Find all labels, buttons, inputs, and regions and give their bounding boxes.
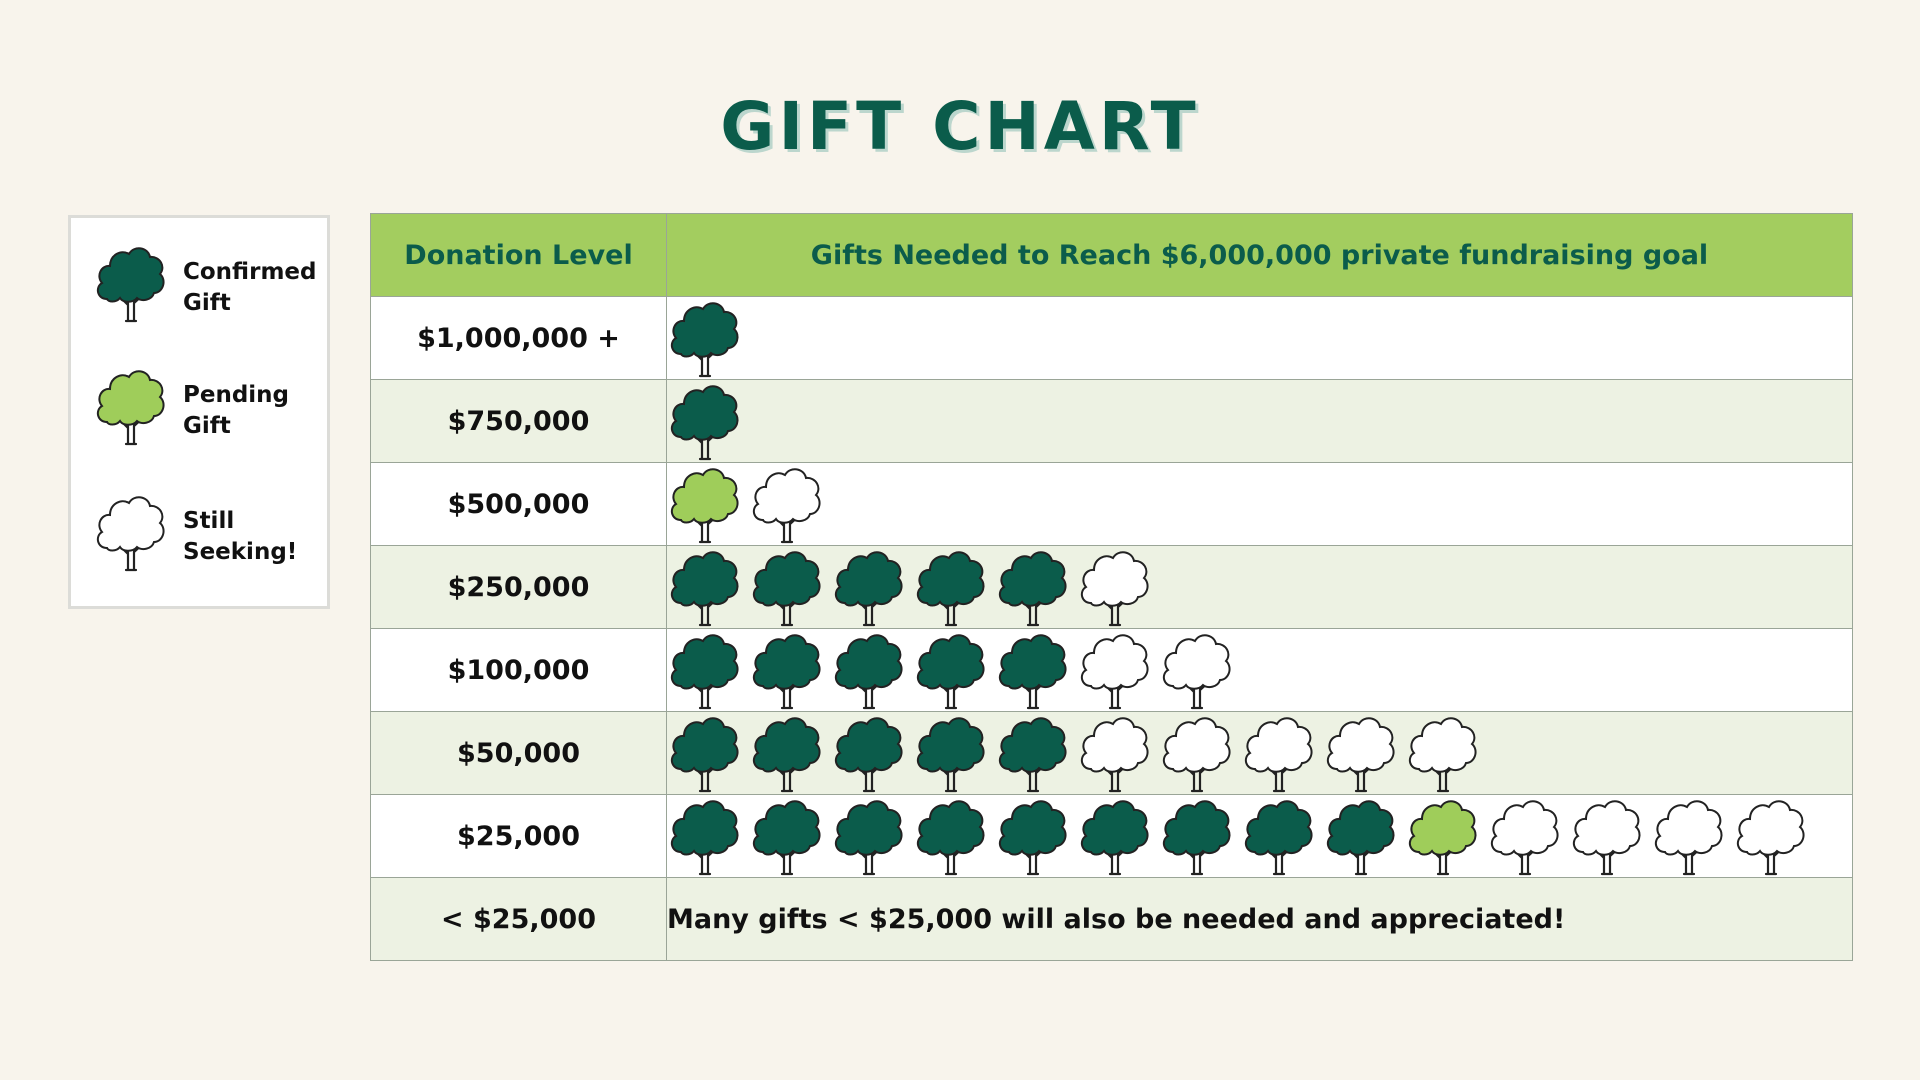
table-row: $1,000,000 + xyxy=(370,296,1853,380)
tree-icon-confirmed xyxy=(913,713,989,793)
row-gift-trees xyxy=(666,545,1853,629)
tree-icon-confirmed xyxy=(667,298,743,378)
header-gifts-needed: Gifts Needed to Reach $6,000,000 private… xyxy=(666,213,1853,297)
tree-icon-seeking xyxy=(1159,713,1235,793)
tree-icon-confirmed xyxy=(913,796,989,876)
row-level-label: $25,000 xyxy=(370,794,667,878)
header-donation-level: Donation Level xyxy=(370,213,667,297)
row-gift-trees xyxy=(666,794,1853,878)
tree-icon-seeking xyxy=(749,464,825,544)
tree-icon-seeking xyxy=(1159,630,1235,710)
tree-icon-pending xyxy=(667,464,743,544)
tree-icon-confirmed xyxy=(995,547,1071,627)
tree-icon-confirmed xyxy=(831,796,907,876)
tree-icon-seeking xyxy=(1241,713,1317,793)
table-header-row: Donation Level Gifts Needed to Reach $6,… xyxy=(370,213,1853,297)
tree-icon-confirmed xyxy=(667,381,743,461)
gift-table-body: $1,000,000 + $750,000 $500,000 $250,000 $100… xyxy=(370,296,1853,961)
table-row: $750,000 xyxy=(370,379,1853,463)
tree-icon xyxy=(93,243,169,323)
row-gift-trees xyxy=(666,628,1853,712)
gift-table: Donation Level Gifts Needed to Reach $6,… xyxy=(370,213,1853,961)
tree-icon-confirmed xyxy=(749,713,825,793)
tree-icon-confirmed xyxy=(749,796,825,876)
table-row: $100,000 xyxy=(370,628,1853,712)
tree-icon xyxy=(93,492,169,572)
tree-icon-seeking xyxy=(1077,713,1153,793)
row-level-label: < $25,000 xyxy=(370,877,667,961)
tree-icon-confirmed xyxy=(995,713,1071,793)
tree-icon-confirmed xyxy=(913,547,989,627)
tree-icon-confirmed xyxy=(995,630,1071,710)
tree-icon-confirmed xyxy=(667,713,743,793)
legend-label-seeking: Still Seeking! xyxy=(183,508,298,565)
row-level-label: $500,000 xyxy=(370,462,667,546)
tree-icon-confirmed xyxy=(831,713,907,793)
table-row-footer: < $25,000 Many gifts < $25,000 will also… xyxy=(370,877,1853,961)
tree-icon-confirmed xyxy=(913,630,989,710)
row-level-label: $750,000 xyxy=(370,379,667,463)
table-row: $250,000 xyxy=(370,545,1853,629)
row-gift-trees xyxy=(666,379,1853,463)
legend-label-pending: Pending Gift xyxy=(183,382,290,439)
tree-icon-pending xyxy=(1405,796,1481,876)
tree-icon xyxy=(93,366,169,446)
row-level-label: $1,000,000 + xyxy=(370,296,667,380)
row-level-label: $250,000 xyxy=(370,545,667,629)
footer-note: Many gifts < $25,000 will also be needed… xyxy=(666,877,1853,961)
table-row: $50,000 xyxy=(370,711,1853,795)
table-row: $500,000 xyxy=(370,462,1853,546)
page-title: GIFT CHART xyxy=(720,88,1200,165)
tree-icon-seeking xyxy=(1651,796,1727,876)
tree-icon-confirmed xyxy=(995,796,1071,876)
table-row: $25,000 xyxy=(370,794,1853,878)
row-gift-trees xyxy=(666,462,1853,546)
tree-icon-confirmed xyxy=(667,630,743,710)
tree-icon-confirmed xyxy=(749,630,825,710)
tree-icon-confirmed xyxy=(749,547,825,627)
tree-icon-confirmed xyxy=(831,630,907,710)
tree-icon-confirmed xyxy=(1077,796,1153,876)
legend-item-pending: Pending Gift xyxy=(93,366,333,456)
tree-icon-seeking xyxy=(1569,796,1645,876)
legend-item-confirmed: Confirmed Gift xyxy=(93,243,333,333)
tree-icon-seeking xyxy=(1405,713,1481,793)
tree-icon-confirmed xyxy=(667,796,743,876)
tree-icon-confirmed xyxy=(1323,796,1399,876)
legend: Confirmed Gift Pending Gift Still Seekin… xyxy=(68,215,330,609)
tree-icon-seeking xyxy=(1487,796,1563,876)
legend-item-seeking: Still Seeking! xyxy=(93,492,333,582)
legend-label-confirmed: Confirmed Gift xyxy=(183,259,317,316)
tree-icon-confirmed xyxy=(1159,796,1235,876)
tree-icon-confirmed xyxy=(667,547,743,627)
tree-icon-seeking xyxy=(1323,713,1399,793)
tree-icon-confirmed xyxy=(1241,796,1317,876)
row-gift-trees xyxy=(666,296,1853,380)
tree-icon-seeking xyxy=(1733,796,1809,876)
row-gift-trees xyxy=(666,711,1853,795)
tree-icon-seeking xyxy=(1077,630,1153,710)
tree-icon-confirmed xyxy=(831,547,907,627)
row-level-label: $50,000 xyxy=(370,711,667,795)
row-level-label: $100,000 xyxy=(370,628,667,712)
tree-icon-seeking xyxy=(1077,547,1153,627)
